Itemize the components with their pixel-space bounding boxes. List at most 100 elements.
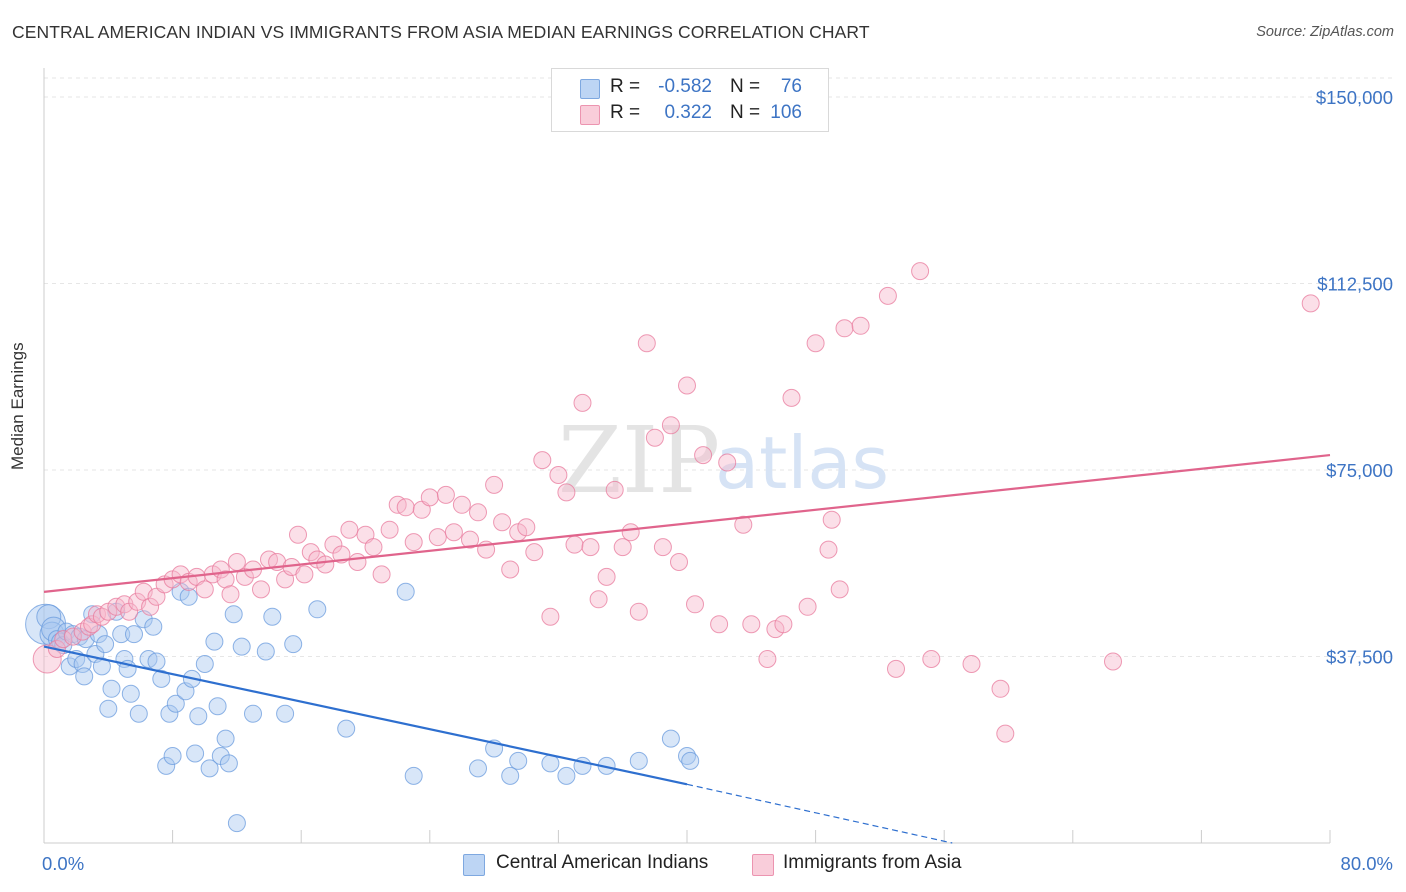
data-point bbox=[469, 503, 487, 522]
data-point bbox=[141, 597, 160, 616]
data-point bbox=[469, 759, 487, 778]
data-point bbox=[565, 535, 584, 554]
data-point bbox=[144, 617, 163, 636]
data-point bbox=[798, 597, 817, 616]
y-axis-title: Median Earnings bbox=[8, 342, 27, 470]
data-point bbox=[348, 553, 367, 571]
data-point bbox=[83, 615, 102, 634]
data-point bbox=[806, 334, 825, 353]
data-point bbox=[597, 567, 616, 586]
data-point bbox=[734, 515, 753, 534]
data-point bbox=[152, 669, 171, 688]
data-point bbox=[678, 747, 696, 765]
data-point bbox=[340, 520, 359, 539]
data-point bbox=[996, 724, 1015, 743]
data-point bbox=[878, 286, 897, 305]
data-point bbox=[244, 704, 262, 723]
legend-label: Immigrants from Asia bbox=[783, 852, 962, 873]
data-point bbox=[782, 388, 801, 407]
data-point bbox=[461, 530, 479, 549]
data-point bbox=[661, 416, 680, 435]
data-point bbox=[99, 699, 118, 718]
data-point bbox=[557, 766, 576, 785]
data-point bbox=[227, 814, 246, 833]
data-point bbox=[200, 759, 219, 778]
data-point bbox=[573, 393, 592, 412]
data-point bbox=[263, 607, 282, 626]
data-point bbox=[694, 446, 713, 465]
watermark: ZIP atlas bbox=[558, 407, 889, 514]
data-point bbox=[295, 565, 314, 584]
data-point bbox=[678, 376, 696, 395]
data-point bbox=[661, 729, 680, 748]
data-point bbox=[501, 766, 520, 785]
data-point bbox=[525, 543, 544, 562]
legend-swatch-blue bbox=[463, 854, 485, 876]
trend-line-extrapolated bbox=[686, 783, 953, 844]
data-point bbox=[208, 697, 227, 716]
legend-r-value: -0.582 bbox=[658, 76, 712, 97]
data-point bbox=[621, 523, 640, 542]
watermark-atlas: atlas bbox=[715, 421, 889, 505]
legend-swatch-pink bbox=[752, 854, 774, 876]
legend-r-label: R = bbox=[610, 102, 641, 123]
data-point bbox=[404, 533, 423, 552]
data-point bbox=[112, 625, 131, 644]
data-point bbox=[396, 582, 415, 601]
data-point bbox=[316, 555, 335, 574]
data-point bbox=[493, 513, 512, 532]
data-point bbox=[758, 650, 777, 668]
data-point bbox=[557, 483, 576, 502]
data-point bbox=[372, 565, 391, 584]
axes bbox=[43, 68, 1331, 844]
data-point bbox=[686, 595, 704, 614]
data-point bbox=[710, 615, 729, 634]
data-point bbox=[629, 751, 648, 770]
data-point bbox=[887, 659, 905, 678]
data-point bbox=[436, 485, 455, 504]
legend-row-immigrants-from-asia: R = 0.322 N = 106 bbox=[552, 101, 828, 127]
data-point bbox=[501, 560, 520, 579]
correlation-legend: R = -0.582 N = 76 R = 0.322 N = 106 bbox=[551, 68, 829, 132]
legend-r-label: R = bbox=[610, 76, 641, 97]
x-tick-label: 0.0% bbox=[42, 853, 84, 874]
data-point bbox=[851, 316, 870, 335]
data-point bbox=[102, 679, 121, 698]
data-point bbox=[428, 528, 447, 547]
data-point bbox=[284, 635, 303, 654]
data-point bbox=[517, 518, 536, 537]
data-point bbox=[157, 756, 176, 775]
series-immigrants-from-asia bbox=[32, 262, 1320, 743]
data-point bbox=[189, 707, 208, 726]
data-point bbox=[629, 602, 648, 621]
data-point bbox=[195, 580, 214, 599]
data-point bbox=[166, 694, 185, 713]
data-point bbox=[822, 510, 841, 529]
data-point bbox=[774, 615, 793, 634]
data-point bbox=[163, 747, 182, 765]
data-point bbox=[420, 488, 439, 507]
data-point bbox=[541, 754, 560, 773]
data-point bbox=[221, 585, 240, 604]
data-point bbox=[835, 319, 854, 338]
data-point bbox=[645, 428, 664, 447]
data-point bbox=[129, 704, 148, 723]
data-point bbox=[75, 667, 94, 686]
data-point bbox=[962, 655, 981, 673]
data-point bbox=[160, 704, 179, 723]
data-point bbox=[216, 729, 235, 748]
legend-row-central-american-indians: R = -0.582 N = 76 bbox=[552, 75, 828, 101]
data-point bbox=[1104, 652, 1122, 671]
data-point bbox=[742, 615, 761, 634]
legend-n-value: 76 bbox=[780, 76, 802, 97]
data-point bbox=[1301, 294, 1320, 313]
data-point bbox=[670, 553, 688, 571]
data-point bbox=[452, 495, 471, 514]
data-point bbox=[337, 719, 356, 738]
x-tick-label: 80.0% bbox=[1341, 853, 1393, 874]
data-point bbox=[186, 744, 205, 763]
data-point bbox=[404, 766, 423, 785]
data-point bbox=[289, 525, 307, 544]
series-central-american-indians bbox=[25, 582, 700, 833]
chart-source: Source: ZipAtlas.com bbox=[1256, 24, 1394, 40]
